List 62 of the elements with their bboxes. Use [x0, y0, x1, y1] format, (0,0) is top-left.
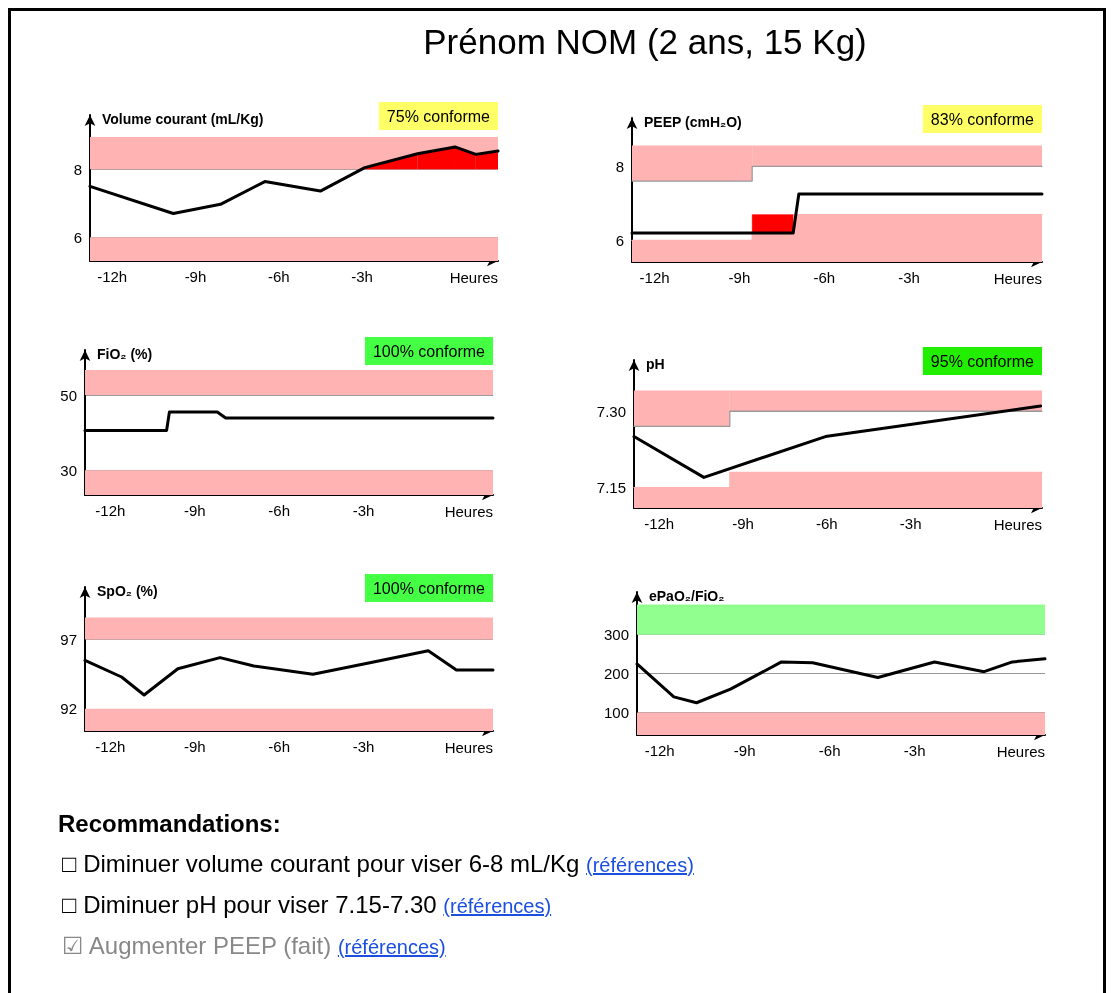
- x-tick-label: -9h: [733, 742, 756, 759]
- text: ☑ Augmenter PEEP (fait): [62, 932, 332, 959]
- text: □ Diminuer volume courant pour viser 6-8 mL/Kg: [62, 850, 580, 877]
- y-tick-label: 8: [615, 157, 624, 175]
- text: □ Diminuer pH pour viser 7.15-7.30: [62, 891, 437, 918]
- x-tick-label: -9h: [728, 269, 751, 286]
- y-tick-label: 92: [60, 700, 77, 718]
- x-tick-label: -6h: [818, 742, 841, 759]
- x-tick-label: -12h: [639, 269, 670, 286]
- x-tick-label: -3h: [352, 502, 375, 519]
- x-tick-label: -12h: [95, 502, 126, 519]
- y-tick-label: 7.30: [596, 402, 626, 420]
- x-axis-title: Heures: [444, 739, 493, 756]
- x-tick-label: -6h: [267, 268, 290, 285]
- x-tick-label: -6h: [268, 502, 290, 519]
- y-axis-title: FiO₂ (%): [97, 346, 153, 362]
- annotation: 95% conforme: [930, 352, 1035, 370]
- y-axis-title: Volume courant (mL/Kg): [102, 111, 264, 127]
- y-tick-label: 7.15: [596, 479, 626, 497]
- annotation: 75% conforme: [386, 107, 491, 125]
- x-tick-label: -3h: [351, 268, 373, 285]
- x-axis-title: Heures: [996, 743, 1045, 760]
- x-tick-label: -3h: [903, 742, 926, 759]
- x-tick-label: -3h: [352, 738, 375, 755]
- y-tick-label: 97: [60, 631, 77, 649]
- y-axis-title: ePaO₂/FiO₂: [649, 588, 725, 604]
- x-tick-label: -12h: [97, 268, 128, 285]
- y-tick-label: 300: [603, 626, 629, 644]
- x-tick-label: -3h: [898, 269, 920, 286]
- x-tick-label: -6h: [815, 515, 838, 532]
- y-tick-label: 8: [73, 160, 82, 178]
- x-tick-label: -3h: [899, 515, 922, 532]
- x-tick-label: -9h: [184, 268, 207, 285]
- x-tick-label: -12h: [95, 738, 126, 755]
- text: Recommandations:: [58, 810, 282, 838]
- x-tick-label: -9h: [732, 515, 754, 532]
- x-tick-label: -12h: [644, 515, 675, 532]
- text: (références): [337, 936, 446, 958]
- x-tick-label: -12h: [644, 742, 675, 759]
- y-tick-label: 200: [603, 665, 629, 683]
- x-axis-title: Heures: [444, 503, 493, 520]
- y-tick-label: 50: [60, 386, 77, 404]
- y-axis-title: PEEP (cmH₂O): [644, 114, 742, 130]
- x-axis-title: Heures: [993, 270, 1042, 287]
- annotation: 83% conforme: [930, 110, 1035, 128]
- y-axis-title: pH: [646, 356, 665, 372]
- x-tick-label: -9h: [183, 502, 206, 519]
- annotation: 100% conforme: [372, 579, 486, 597]
- x-tick-label: -6h: [813, 269, 836, 286]
- x-axis-title: Heures: [993, 516, 1042, 533]
- y-axis-title: SpO₂ (%): [97, 583, 158, 599]
- x-axis-title: Heures: [449, 269, 498, 286]
- x-tick-label: -6h: [268, 738, 290, 755]
- text: Prénom NOM (2 ans, 15 Kg): [422, 22, 868, 62]
- y-tick-label: 6: [615, 231, 624, 249]
- y-tick-label: 6: [73, 228, 82, 246]
- y-tick-label: 30: [60, 461, 77, 479]
- x-tick-label: -9h: [183, 738, 206, 755]
- text: (références): [586, 854, 694, 876]
- text: (références): [443, 895, 552, 917]
- annotation: 100% conforme: [372, 342, 486, 360]
- y-tick-label: 100: [603, 703, 629, 721]
